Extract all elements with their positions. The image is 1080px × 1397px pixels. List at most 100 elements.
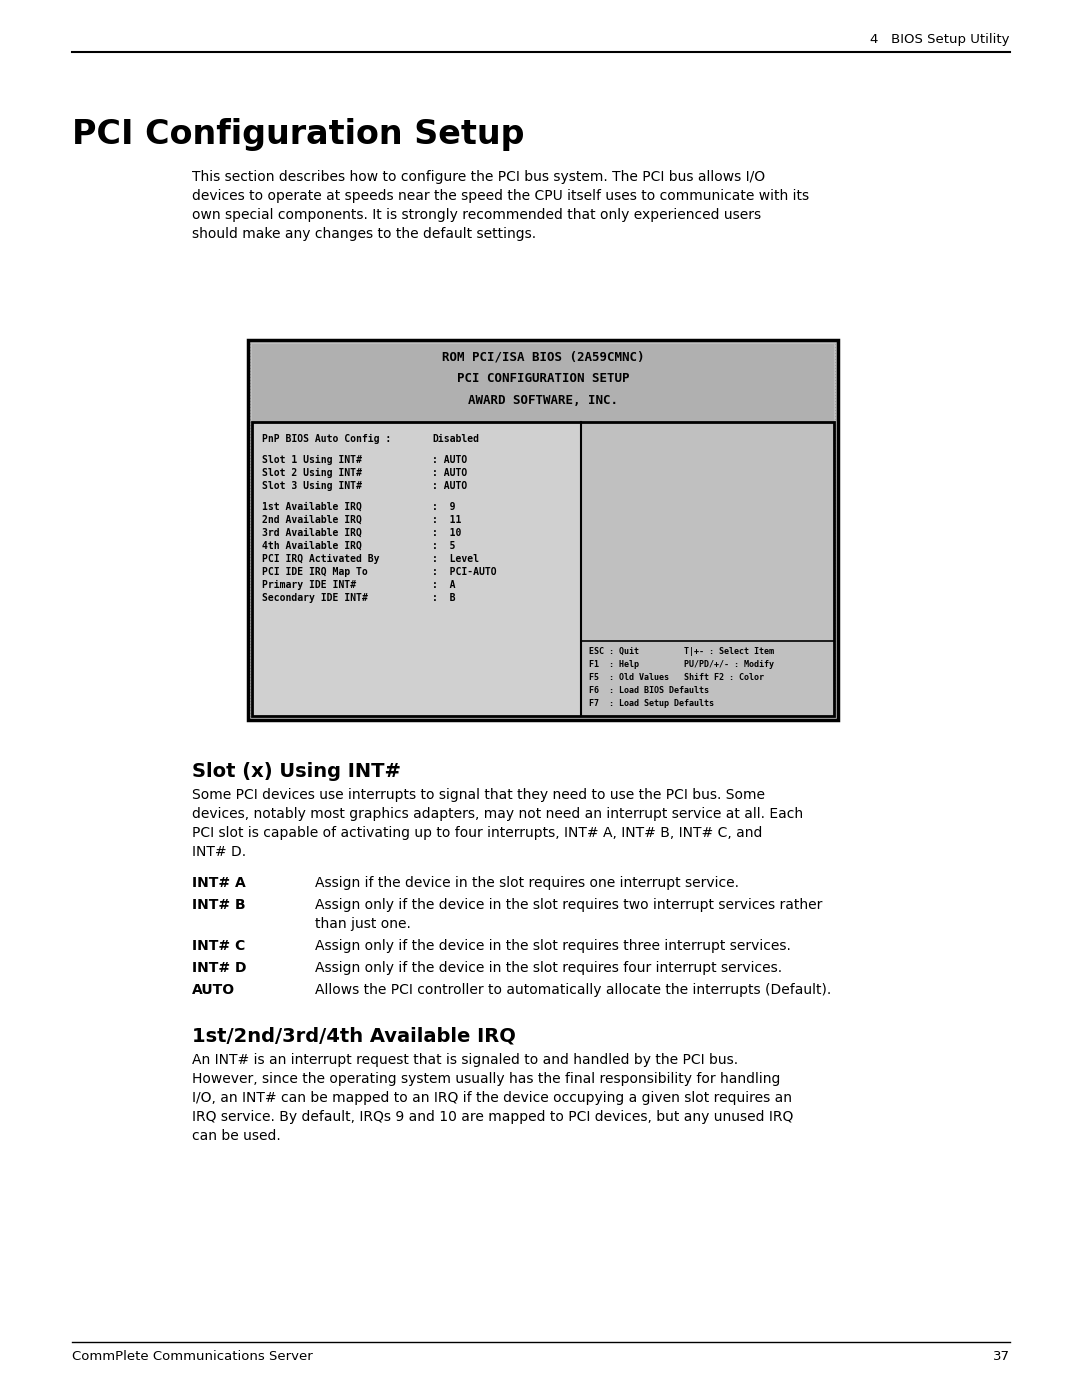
Point (315, 605, 333, 627)
Point (607, 612, 624, 634)
Point (782, 388, 799, 411)
Point (622, 689, 639, 711)
Point (416, 655, 433, 678)
Point (320, 469, 337, 492)
Point (700, 427, 717, 450)
Point (518, 644, 536, 666)
Point (423, 576, 441, 598)
Point (608, 367, 625, 390)
Point (685, 559, 702, 581)
Point (823, 557, 840, 580)
Point (310, 377, 327, 400)
Point (796, 332, 813, 355)
Point (463, 626, 481, 648)
Point (589, 597, 606, 619)
Point (580, 608, 597, 630)
Point (612, 359, 630, 381)
Point (341, 553, 359, 576)
Point (760, 495, 778, 517)
Point (580, 557, 597, 580)
Point (693, 620, 711, 643)
Point (518, 682, 536, 704)
Point (421, 696, 438, 718)
Point (376, 521, 393, 543)
Point (310, 617, 327, 640)
Point (428, 436, 445, 458)
Point (326, 503, 343, 525)
Point (796, 518, 813, 541)
Point (661, 548, 678, 570)
Point (504, 641, 522, 664)
Point (697, 344, 714, 366)
Point (379, 647, 396, 669)
Point (367, 549, 384, 571)
Point (409, 701, 427, 724)
Point (380, 689, 397, 711)
Point (287, 427, 305, 450)
Point (746, 355, 764, 377)
Point (688, 482, 705, 504)
Point (475, 440, 492, 462)
Point (546, 515, 564, 538)
Point (816, 622, 834, 644)
Point (463, 453, 481, 475)
Point (411, 489, 429, 511)
Point (793, 408, 810, 430)
Point (535, 531, 552, 553)
Point (720, 453, 738, 475)
Point (428, 650, 445, 672)
Point (254, 655, 271, 678)
Point (377, 652, 394, 675)
Point (353, 673, 370, 696)
Point (334, 432, 351, 454)
Point (670, 605, 687, 627)
Point (629, 394, 646, 416)
Point (605, 358, 622, 380)
Point (766, 673, 783, 696)
Point (811, 673, 828, 696)
Point (727, 672, 744, 694)
Point (287, 550, 305, 573)
Point (477, 689, 495, 711)
Point (612, 552, 630, 574)
Point (529, 351, 546, 373)
Point (739, 387, 756, 409)
Point (416, 682, 433, 704)
Point (302, 703, 320, 725)
Point (720, 704, 738, 726)
Point (347, 422, 364, 444)
Point (253, 696, 270, 718)
Point (718, 671, 735, 693)
Point (478, 527, 496, 549)
Point (410, 506, 428, 528)
Point (573, 503, 591, 525)
Point (328, 471, 346, 493)
Point (386, 652, 403, 675)
Point (769, 650, 786, 672)
Point (497, 668, 514, 690)
Point (428, 415, 445, 437)
Point (546, 591, 564, 613)
Point (670, 393, 687, 415)
Point (423, 597, 441, 619)
Point (307, 377, 324, 400)
Point (760, 560, 778, 583)
Point (546, 549, 564, 571)
Point (352, 443, 369, 465)
Point (320, 563, 337, 585)
Point (595, 492, 612, 514)
Point (739, 362, 756, 384)
Point (762, 644, 780, 666)
Point (691, 427, 708, 450)
Point (265, 605, 282, 627)
Point (370, 700, 388, 722)
Point (308, 451, 325, 474)
Point (772, 566, 789, 588)
Point (796, 517, 813, 539)
Point (824, 370, 841, 393)
Point (747, 338, 765, 360)
Point (637, 650, 654, 672)
Point (280, 443, 297, 465)
Point (580, 372, 597, 394)
Point (670, 598, 687, 620)
